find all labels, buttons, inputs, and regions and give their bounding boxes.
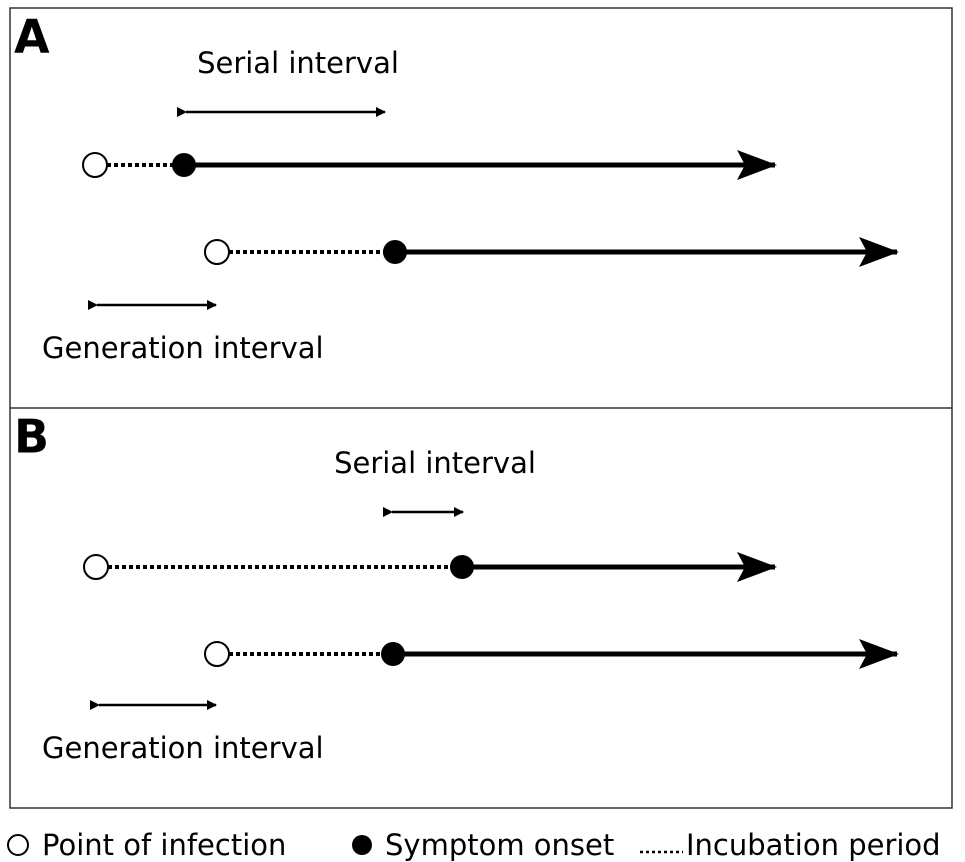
legend-filled-circle (352, 835, 372, 855)
symptom-onset (450, 555, 474, 579)
generation-interval-label: Generation interval (42, 731, 324, 765)
legend-onset: Symptom onset (385, 828, 614, 862)
symptom-onset (172, 153, 196, 177)
legend-incubation: Incubation period (686, 828, 941, 862)
symptom-onset (383, 240, 407, 264)
panel-label: A (14, 10, 50, 64)
legend-open-circle (7, 834, 29, 856)
serial-interval-label: Serial interval (197, 46, 399, 80)
infection-point (83, 554, 109, 580)
serial-interval-label: Serial interval (334, 446, 536, 480)
infection-point (204, 239, 230, 265)
generation-interval-label: Generation interval (42, 331, 324, 365)
panel-label: B (14, 410, 49, 464)
infection-point (204, 641, 230, 667)
legend-infection: Point of infection (42, 828, 286, 862)
infection-point (82, 152, 108, 178)
symptom-onset (381, 642, 405, 666)
